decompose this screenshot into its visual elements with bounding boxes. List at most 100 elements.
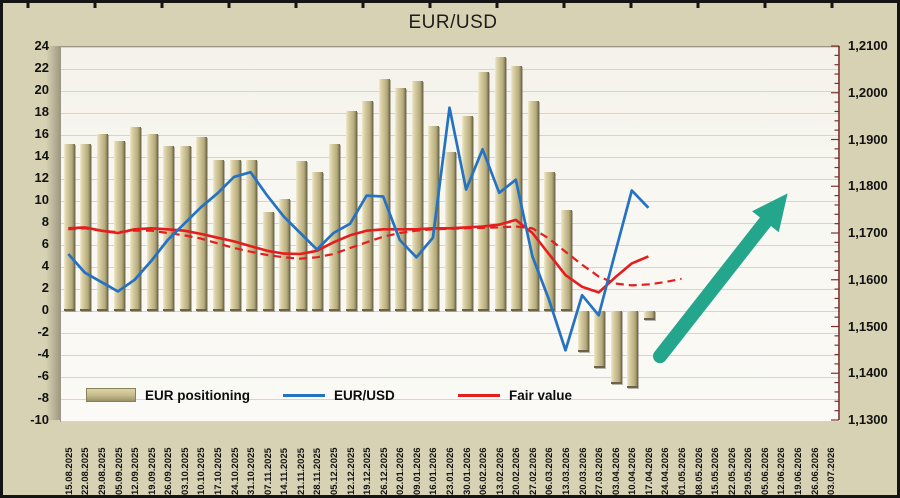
- bar-swatch-icon: [86, 388, 136, 402]
- gridline: [61, 135, 840, 136]
- left-axis-tick-label: -8: [37, 390, 49, 405]
- left-axis-tick-label: 6: [41, 236, 49, 251]
- positioning-bar: [163, 146, 175, 311]
- positioning-bar: [428, 126, 440, 311]
- left-axis-tick-label: 8: [41, 214, 49, 229]
- positioning-bar: [246, 160, 258, 311]
- x-axis-tick-label: 21.11.2025: [295, 447, 307, 495]
- right-axis-tick-label: 1,1500: [848, 318, 888, 334]
- positioning-bar: [113, 140, 125, 311]
- positioning-bar: [229, 160, 241, 311]
- positioning-bar: [196, 137, 208, 311]
- left-axis-tick-label: 14: [34, 148, 49, 163]
- chart-title: EUR/USD: [408, 12, 498, 33]
- x-axis-tick-label: 06.02.2026: [478, 447, 490, 495]
- positioning-bar: [328, 143, 340, 311]
- x-axis-tick-label: 20.02.2026: [511, 447, 523, 495]
- left-axis-tick-label: 22: [34, 60, 49, 75]
- right-axis-tick-label: 1,1700: [848, 225, 888, 240]
- positioning-bar: [511, 65, 523, 311]
- positioning-bar: [295, 161, 307, 311]
- right-axis-tick-label: 1,2000: [848, 84, 888, 100]
- legend-label: EUR/USD: [334, 387, 395, 403]
- x-axis-tick-label: 20.03.2026: [577, 447, 589, 495]
- x-axis-tick-label: 03.07.2026: [826, 447, 838, 495]
- gridline: [61, 91, 840, 92]
- positioning-bar: [96, 133, 108, 311]
- gridline: [61, 311, 840, 312]
- positioning-bar: [262, 212, 274, 311]
- positioning-bar: [594, 311, 606, 369]
- x-axis-tick-label: 27.02.2026: [527, 447, 539, 495]
- left-axis-tick-label: -10: [30, 412, 49, 427]
- positioning-bar: [643, 311, 655, 320]
- positioning-bar: [544, 172, 556, 311]
- legend-item: EUR/USD: [283, 386, 395, 404]
- x-axis-tick-label: 07.11.2025: [262, 447, 274, 495]
- gridline: [61, 355, 840, 356]
- x-axis-tick-label: 26.12.2025: [378, 447, 390, 495]
- x-axis-tick-label: 15.08.2025: [63, 447, 75, 495]
- x-axis-tick-label: 10.10.2025: [196, 447, 208, 495]
- positioning-bar: [362, 100, 374, 311]
- x-axis-tick-label: 22.05.2026: [726, 447, 738, 495]
- x-axis-tick-label: 12.12.2025: [345, 447, 357, 495]
- positioning-bar: [146, 133, 158, 311]
- left-axis-tick-label: 10: [34, 192, 49, 207]
- gridline: [61, 421, 840, 422]
- x-axis-tick-label: 26.06.2026: [809, 447, 821, 495]
- positioning-bar: [179, 146, 191, 311]
- left-axis-tick-label: -6: [37, 368, 49, 383]
- x-axis-tick-label: 05.12.2025: [328, 447, 340, 495]
- positioning-bar: [378, 78, 390, 311]
- x-axis-tick-label: 05.06.2026: [759, 447, 771, 495]
- left-axis-tick-label: -4: [37, 346, 49, 361]
- positioning-bar: [478, 72, 490, 311]
- legend-label: EUR positioning: [145, 387, 250, 403]
- plot-inner-shadow: [46, 46, 60, 420]
- left-axis-tick-label: 2: [41, 280, 49, 295]
- positioning-bar: [577, 311, 589, 352]
- x-axis-tick-label: 19.06.2026: [793, 447, 805, 495]
- x-axis-tick-label: 06.03.2026: [544, 447, 556, 495]
- x-axis-tick-label: 26.09.2025: [163, 447, 175, 495]
- x-axis-tick-label: 03.04.2026: [610, 447, 622, 495]
- x-axis-tick-label: 30.01.2026: [461, 447, 473, 495]
- x-axis-tick-label: 01.05.2026: [677, 447, 689, 495]
- x-axis-tick-label: 31.10.2025: [246, 447, 258, 495]
- positioning-bar: [345, 110, 357, 311]
- positioning-bar: [610, 311, 622, 384]
- right-axis-tick-label: 1,1400: [848, 365, 888, 381]
- x-axis-tick-label: 19.12.2025: [362, 447, 374, 495]
- x-axis-tick-label: 08.05.2026: [693, 447, 705, 495]
- positioning-bar: [63, 143, 75, 311]
- positioning-bar: [395, 87, 407, 311]
- positioning-bar: [445, 151, 456, 311]
- positioning-bar: [461, 116, 473, 311]
- legend-label: Fair value: [509, 387, 573, 403]
- x-axis-tick-label: 28.11.2025: [312, 447, 324, 495]
- red-line-swatch-icon: [458, 393, 500, 397]
- blue-line-swatch-icon: [283, 393, 325, 397]
- legend-item: Fair value: [458, 386, 572, 404]
- x-axis-tick-label: 19.09.2025: [146, 447, 158, 495]
- gridline: [61, 333, 840, 334]
- positioning-bar: [80, 143, 92, 311]
- positioning-bar: [527, 100, 539, 311]
- positioning-bar: [279, 198, 291, 311]
- x-axis-tick-label: 09.01.2026: [411, 447, 423, 495]
- left-axis-tick-label: 24: [34, 38, 49, 53]
- x-axis-tick-label: 17.04.2026: [643, 447, 655, 495]
- left-axis-tick-label: 16: [34, 126, 49, 141]
- gridline: [61, 399, 840, 400]
- x-axis-tick-label: 12.06.2026: [776, 447, 788, 495]
- gridline: [61, 47, 840, 48]
- x-axis-tick-label: 27.03.2026: [594, 447, 606, 495]
- x-axis-tick-label: 29.08.2025: [96, 447, 108, 495]
- left-axis-tick-label: -2: [37, 324, 49, 339]
- right-axis-tick-label: 1,1600: [848, 271, 888, 287]
- left-axis-tick-label: 18: [34, 104, 49, 119]
- x-axis-tick-label: 13.03.2026: [561, 447, 573, 495]
- x-axis-tick-label: 02.01.2026: [395, 447, 407, 495]
